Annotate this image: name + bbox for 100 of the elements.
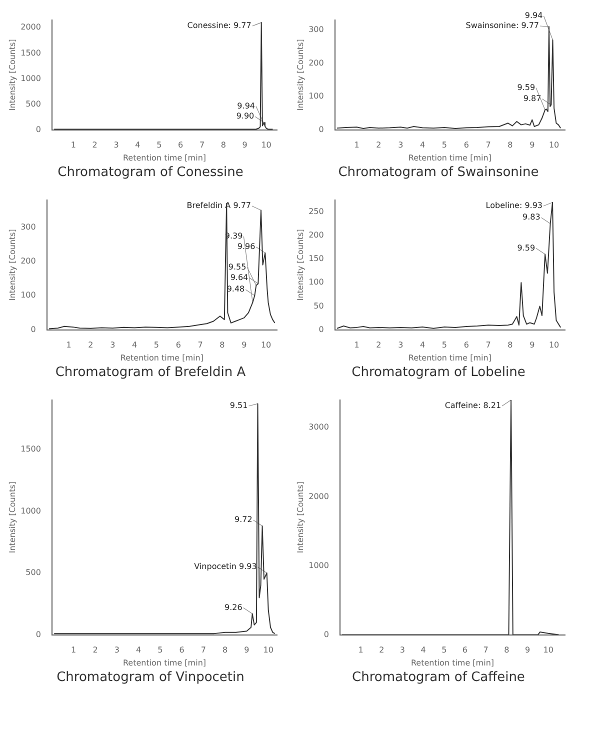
x-tick-label: 3 — [398, 140, 404, 150]
x-tick-label: 2 — [379, 646, 384, 655]
y-tick-label: 1000 — [308, 560, 329, 570]
x-tick-label: 9 — [244, 646, 250, 655]
x-tick-label: 6 — [179, 646, 184, 655]
x-tick-label: 6 — [176, 340, 181, 350]
y-tick-label: 2000 — [20, 22, 41, 32]
x-tick-label: 5 — [154, 340, 159, 350]
y-tick-label: 1500 — [20, 48, 41, 58]
x-tick-label: 3 — [114, 646, 120, 655]
x-tick-label: 8 — [508, 340, 513, 350]
x-tick-label: 4 — [420, 140, 426, 150]
y-axis-title: Intensity [Counts] — [8, 482, 17, 554]
x-tick-label: 5 — [442, 646, 447, 655]
annotation: 9.94 — [237, 101, 255, 110]
x-tick-label: 7 — [198, 340, 203, 350]
y-tick-label: 300 — [308, 25, 324, 34]
x-axis-title: Retention time [min] — [122, 658, 206, 668]
x-tick-label: 2 — [92, 140, 98, 150]
x-tick-label: 3 — [400, 646, 406, 655]
annotation: Conessine: 9.77 — [187, 21, 252, 30]
x-tick-label: 1 — [66, 340, 72, 350]
annotation: 9.96 — [237, 242, 256, 252]
y-tick-label: 0 — [318, 324, 324, 334]
x-tick-label: 4 — [132, 340, 138, 350]
x-tick-label: 7 — [486, 140, 491, 150]
x-tick-label: 10 — [543, 646, 554, 655]
x-tick-label: 3 — [398, 340, 404, 350]
x-tick-label: 4 — [135, 140, 140, 150]
x-tick-label: 4 — [420, 646, 426, 655]
x-tick-label: 2 — [88, 340, 94, 350]
y-axis-title: Intensity [Counts] — [296, 229, 305, 301]
x-tick-label: 7 — [199, 140, 205, 150]
x-tick-label: 7 — [486, 340, 491, 350]
annotation: 9.64 — [230, 272, 248, 282]
x-tick-label: 10 — [263, 646, 274, 655]
annotation: 9.59 — [517, 82, 536, 92]
text: Chromatogram of Brefeldin A — [54, 365, 247, 380]
x-tick-label: 1 — [70, 140, 76, 150]
x-tick-label: 9 — [242, 140, 248, 150]
x-tick-label: 6 — [464, 140, 469, 150]
x-tick-label: 8 — [504, 646, 510, 655]
x-tick-label: 1 — [358, 646, 364, 655]
y-tick-label: 250 — [308, 206, 324, 216]
x-tick-label: 5 — [158, 646, 163, 655]
y-tick-label: 200 — [308, 58, 324, 68]
x-axis-title: Retention time [min] — [120, 353, 204, 362]
x-tick-label: 5 — [442, 340, 447, 350]
y-tick-label: 100 — [308, 92, 324, 101]
y-tick-label: 100 — [20, 290, 36, 300]
x-tick-label: 6 — [464, 340, 469, 350]
y-tick-label: 3000 — [308, 422, 329, 432]
x-tick-label: 10 — [260, 340, 272, 350]
annotation: Caffeine: 8.21 — [444, 401, 502, 410]
x-tick-label: 5 — [442, 140, 447, 150]
x-tick-label: 1 — [354, 340, 360, 350]
x-tick-label: 1 — [354, 140, 360, 150]
x-axis-title: Retention time [min] — [410, 658, 494, 668]
x-tick-label: 2 — [92, 646, 98, 655]
y-tick-label: 0 — [36, 124, 41, 134]
x-tick-label: 2 — [376, 140, 382, 150]
y-tick-label: 200 — [20, 256, 36, 266]
x-tick-label: 9 — [242, 340, 247, 350]
text: Chromatogram of Swainsonine — [337, 165, 540, 180]
annotation: 9.83 — [522, 212, 540, 222]
y-tick-label: 50 — [314, 301, 324, 310]
x-tick-label: 10 — [548, 140, 560, 150]
annotation: 9.51 — [230, 401, 248, 410]
x-tick-label: 4 — [136, 646, 142, 655]
y-tick-label: 1500 — [20, 444, 41, 454]
y-tick-label: 100 — [308, 278, 324, 287]
y-tick-label: 1000 — [20, 506, 41, 516]
x-tick-label: 1 — [71, 646, 76, 655]
x-tick-label: 10 — [261, 140, 272, 150]
x-axis-title: Retention time [min] — [408, 153, 492, 162]
x-tick-label: 10 — [548, 340, 560, 350]
x-tick-label: 2 — [376, 340, 382, 350]
annotation: 9.72 — [234, 515, 252, 524]
annotation: Vinpocetin 9.93 — [194, 562, 257, 572]
x-tick-label: 8 — [222, 646, 228, 655]
x-tick-label: 5 — [156, 140, 162, 150]
y-axis-title: Intensity [Counts] — [8, 39, 17, 111]
text: Chromatogram of Lobeline — [350, 365, 526, 380]
annotation: Lobeline: 9.93 — [486, 201, 543, 210]
y-tick-label: 0 — [30, 324, 36, 334]
x-tick-label: 8 — [220, 340, 225, 350]
y-tick-label: 200 — [308, 230, 324, 240]
x-axis-title: Retention time [min] — [408, 353, 492, 362]
text: Chromatogram of Vinpocetin — [56, 670, 246, 685]
text: Chromatogram of Caffeine — [351, 670, 526, 685]
annotation: 9.55 — [228, 262, 246, 272]
y-tick-label: 2000 — [308, 492, 329, 501]
y-tick-label: 300 — [20, 222, 36, 232]
annotation: 9.90 — [236, 112, 254, 121]
y-tick-label: 500 — [26, 568, 41, 578]
y-tick-label: 150 — [308, 254, 324, 264]
x-tick-label: 6 — [462, 646, 468, 655]
x-tick-label: 7 — [200, 646, 206, 655]
annotation: Swainsonine: 9.77 — [466, 21, 540, 30]
x-tick-label: 9 — [524, 646, 530, 655]
